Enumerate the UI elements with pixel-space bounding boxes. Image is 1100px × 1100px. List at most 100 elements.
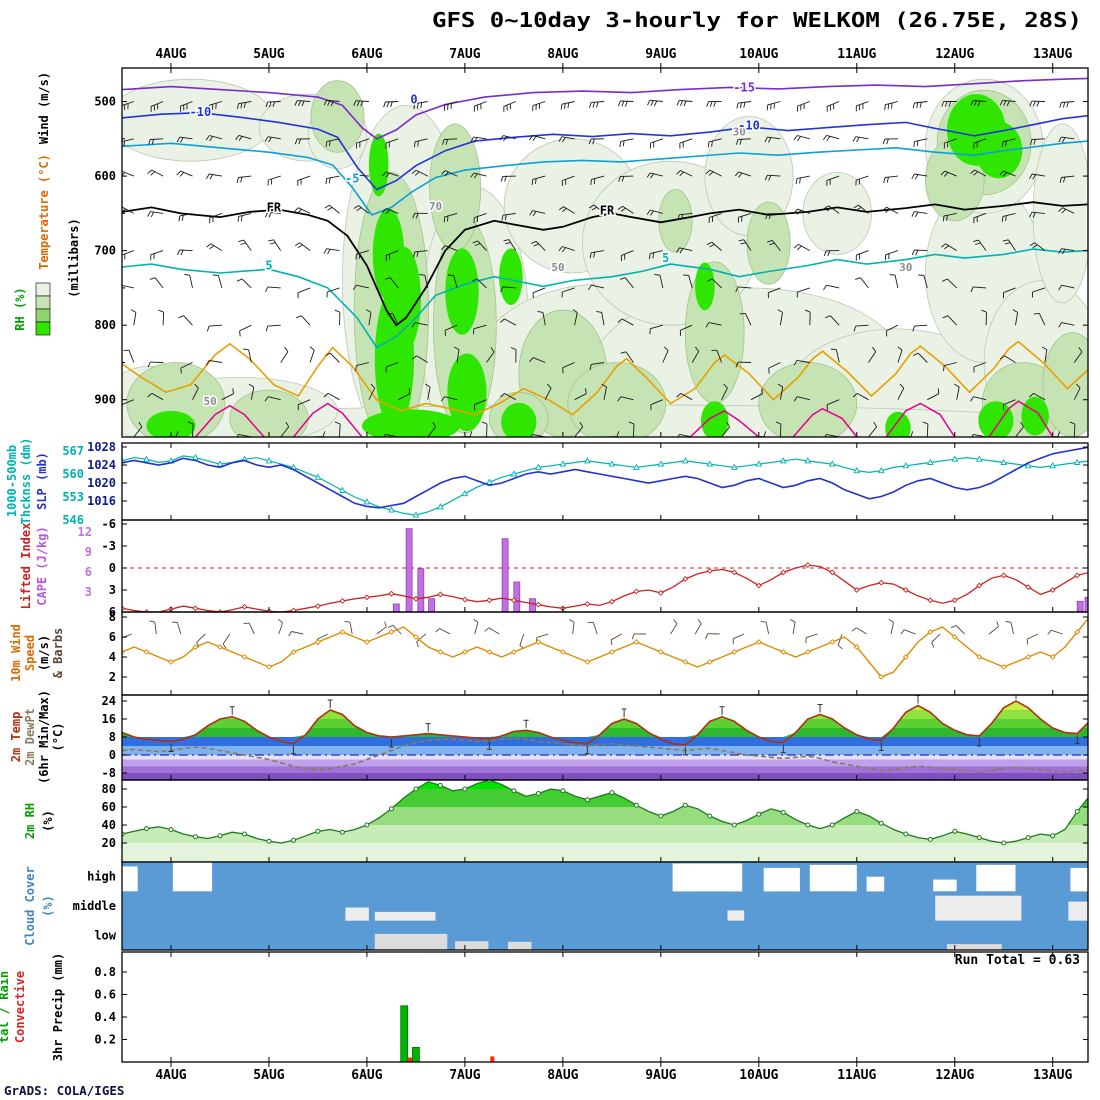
rh-tick-label: 40 [102, 818, 116, 832]
li-marker [1049, 587, 1056, 593]
li-tick-label: 6 [109, 605, 116, 619]
wind-barb-tick [278, 618, 283, 623]
rh-shading-bright [445, 248, 479, 335]
wind-barb-tick [619, 277, 626, 280]
axis-caption: 10m Wind [9, 624, 23, 682]
wind-barb-tick [123, 140, 125, 147]
wind-barb-tick [529, 135, 534, 141]
wind-barb-tick [267, 239, 274, 242]
wind-barb [1061, 136, 1075, 140]
panel-border [121, 861, 1089, 951]
wind-barb [1031, 138, 1045, 140]
li-marker [1025, 584, 1032, 591]
thickness-tick-label: 546 [62, 513, 84, 527]
wind-barb [358, 205, 370, 214]
wind-barb [711, 241, 722, 251]
wind-barb-tick [1020, 421, 1024, 428]
wind-barb [122, 170, 134, 177]
wind-barb-tick [180, 137, 184, 143]
axis-caption: (°C) [51, 723, 65, 752]
wind-barb-tick [975, 242, 981, 245]
wind-barb [885, 250, 899, 256]
wind-barb-tick [601, 383, 607, 388]
wind-barb-tick [561, 208, 567, 213]
rh-tick-label: 20 [102, 836, 116, 850]
temp-cold-band [122, 773, 1088, 780]
wind-barb-tick [830, 348, 837, 351]
wind-barb [439, 628, 451, 635]
wind-barb-tick [415, 213, 419, 219]
wind-barb [779, 312, 783, 326]
wind-barb-tick [385, 209, 390, 215]
wind-speed-marker [339, 629, 346, 635]
wind-barb-tick [726, 421, 730, 428]
li-marker [1074, 572, 1081, 579]
wind-barb [1061, 322, 1075, 326]
wind-speed-marker [192, 644, 199, 650]
rh-shading-bright [447, 353, 487, 432]
wind-barb-tick [122, 172, 126, 177]
thickness-marker [755, 460, 763, 467]
wind-barb-tick [940, 170, 946, 176]
wind-barb-tick [355, 254, 357, 260]
rh-marker [731, 822, 737, 828]
wind-barb-tick [723, 383, 728, 389]
wind-barb-tick [176, 170, 181, 176]
contour-label: 0 [410, 92, 417, 106]
wind-barb-tick [330, 100, 334, 107]
rh-shading-light [802, 171, 872, 255]
wind-barb-tick [209, 136, 214, 142]
wind-barb-tick [297, 100, 302, 107]
temp-warm-band [122, 710, 1088, 719]
wind-barb [532, 134, 546, 140]
rh-colorbar-step [35, 321, 51, 336]
rh-marker [535, 791, 541, 796]
rh-marker [437, 782, 443, 788]
wind-barb [209, 135, 223, 140]
wind-barb-tick [411, 169, 417, 175]
wind-barb-tick [739, 139, 742, 145]
wind-barb-tick [873, 421, 877, 428]
wind-speed-marker [315, 639, 321, 645]
chart-title: GFS 0~10day 3-hourly for WELKOM (26.75E,… [432, 8, 1082, 32]
rh-marker [976, 835, 982, 841]
wind-barb [947, 315, 958, 326]
rh-tick-label: 60 [102, 800, 116, 814]
rh-marker [1025, 835, 1031, 841]
wind-speed-marker [878, 674, 885, 680]
wind-barb-tick [414, 171, 420, 176]
axis-caption: & Barbs [51, 628, 65, 679]
wind-barb-tick [370, 383, 376, 389]
wind-barb [561, 136, 575, 140]
wind-barb [389, 277, 399, 289]
wind-barb [386, 208, 399, 214]
wind-barb-tick [121, 142, 122, 148]
wind-barb-tick [996, 621, 999, 627]
wind-barb-tick [206, 243, 212, 248]
wind-barb-tick [796, 439, 797, 444]
temp-contour-minus15 [122, 77, 1088, 140]
wind-barb [122, 206, 135, 214]
contour-label: -15 [733, 80, 755, 94]
wind-barb-tick [384, 621, 387, 627]
thickness-marker [730, 463, 738, 470]
rh-shading-mid [746, 201, 791, 285]
wind-barb-tick [232, 388, 234, 394]
wind-barb-tick [470, 136, 474, 143]
rh-contour-label: 50 [204, 395, 217, 408]
wind-barb [856, 393, 869, 401]
wind-speed-marker [143, 649, 150, 655]
wind-barb-tick [619, 141, 622, 147]
wind-barb-tick [353, 205, 359, 209]
li-marker [412, 595, 419, 602]
temp-cold-band [122, 759, 1088, 767]
wind-barb-tick [913, 141, 916, 147]
cape-bar [529, 598, 536, 612]
wind-barb [427, 426, 437, 437]
axis-caption: Wind (m/s) [37, 72, 51, 144]
wind-barb [680, 324, 693, 331]
wind-barb [679, 247, 693, 252]
wind-barb-tick [853, 325, 857, 332]
wind-barb [209, 173, 222, 177]
